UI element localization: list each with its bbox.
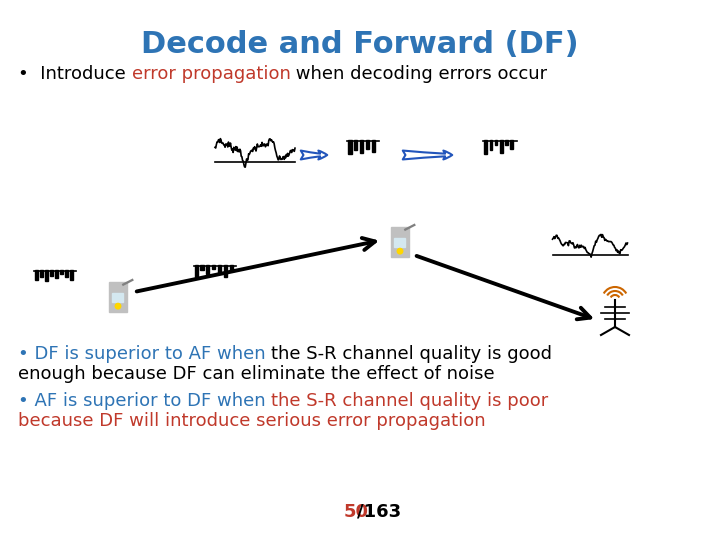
Bar xyxy=(200,265,204,270)
Bar xyxy=(70,270,73,280)
Bar xyxy=(65,270,68,277)
Text: when decoding errors occur: when decoding errors occur xyxy=(290,65,547,83)
Bar xyxy=(510,140,513,149)
Bar xyxy=(230,265,233,270)
Bar xyxy=(194,265,198,276)
Text: Decode and Forward (DF): Decode and Forward (DF) xyxy=(141,30,579,59)
Bar xyxy=(55,270,58,279)
Bar xyxy=(391,226,409,258)
Bar xyxy=(50,270,53,275)
Bar xyxy=(112,293,123,301)
Bar xyxy=(206,265,210,274)
Text: /163: /163 xyxy=(357,503,401,521)
Bar xyxy=(372,140,375,152)
Bar xyxy=(109,281,127,312)
Circle shape xyxy=(397,248,402,254)
Bar xyxy=(505,140,508,145)
Bar xyxy=(348,140,351,154)
Bar xyxy=(360,140,364,153)
Bar xyxy=(224,265,227,276)
Bar xyxy=(485,140,487,154)
Bar xyxy=(35,270,38,280)
Text: because DF will introduce serious error propagation: because DF will introduce serious error … xyxy=(18,412,485,430)
Bar xyxy=(354,140,357,151)
Bar xyxy=(40,270,43,277)
Bar xyxy=(60,270,63,274)
Text: error propagation: error propagation xyxy=(132,65,290,83)
Bar xyxy=(366,140,369,149)
Bar xyxy=(495,140,498,145)
Bar xyxy=(500,140,503,153)
Text: 50: 50 xyxy=(344,503,369,521)
Circle shape xyxy=(115,303,121,309)
Bar xyxy=(394,238,405,247)
Bar xyxy=(45,270,48,281)
Bar xyxy=(490,140,492,151)
Text: enough because DF can eliminate the effect of noise: enough because DF can eliminate the effe… xyxy=(18,365,495,383)
Text: • AF is superior to DF when: • AF is superior to DF when xyxy=(18,392,271,410)
Text: •  Introduce: • Introduce xyxy=(18,65,132,83)
Text: the S-R channel quality is poor: the S-R channel quality is poor xyxy=(271,392,549,410)
Text: the S-R channel quality is good: the S-R channel quality is good xyxy=(271,345,552,363)
Text: • DF is superior to AF when: • DF is superior to AF when xyxy=(18,345,271,363)
Bar xyxy=(212,265,215,269)
Bar xyxy=(218,265,221,273)
